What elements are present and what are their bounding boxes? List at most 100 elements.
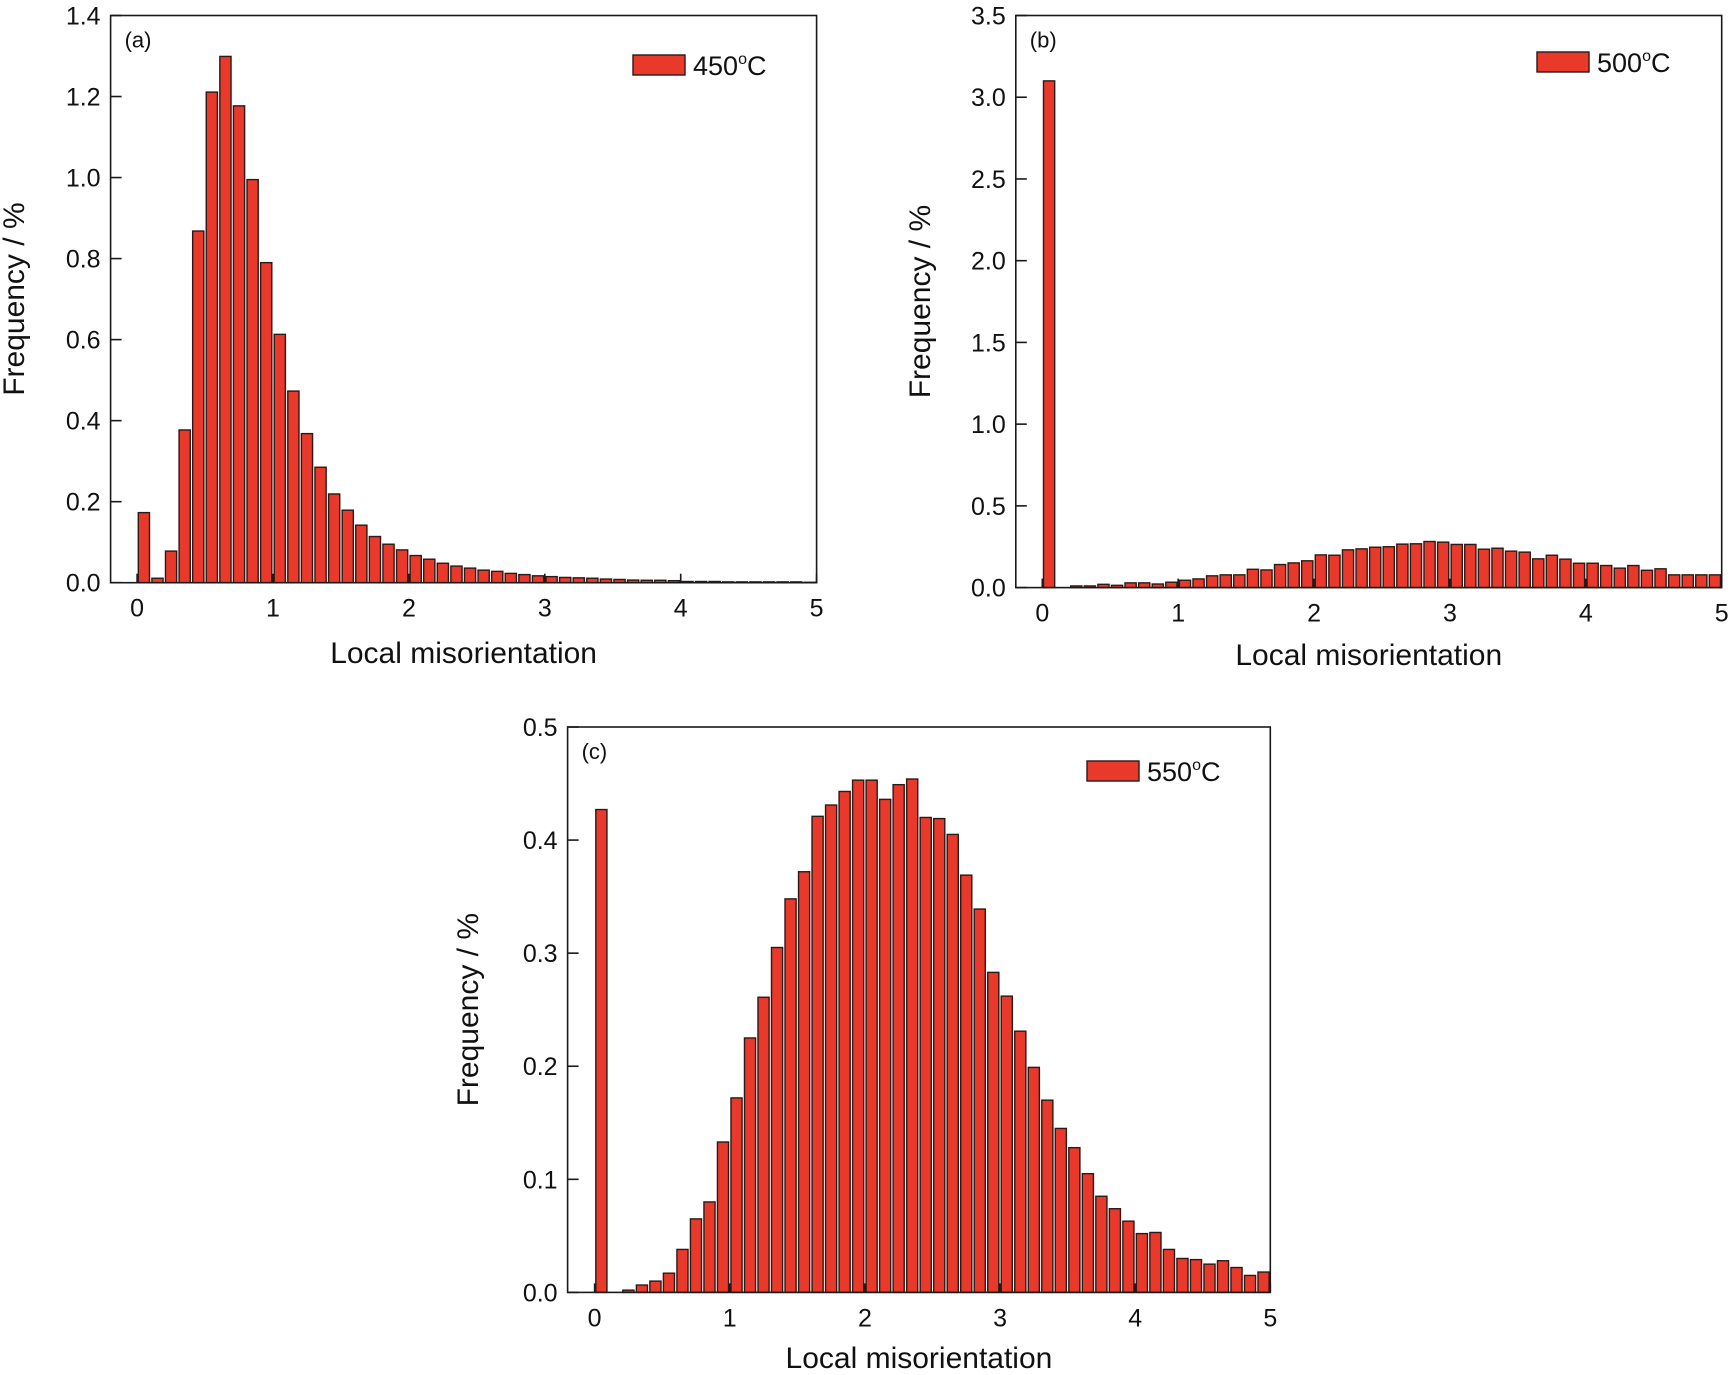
bar xyxy=(1216,1260,1230,1294)
legend-unit: C xyxy=(1651,48,1671,78)
bar xyxy=(946,833,959,1294)
bar xyxy=(1135,1232,1149,1294)
panel-label: (b) xyxy=(1030,28,1057,53)
bar xyxy=(689,1218,703,1294)
bar xyxy=(1162,1248,1176,1294)
bar xyxy=(1095,1195,1108,1294)
legend-unit: C xyxy=(747,51,767,81)
bar xyxy=(422,558,436,584)
bar xyxy=(1176,1257,1189,1294)
y-tick-label: 0.2 xyxy=(523,1053,558,1081)
bar xyxy=(450,565,463,584)
bar xyxy=(259,261,273,584)
bar xyxy=(730,1097,743,1294)
legend-label: 450oC xyxy=(693,51,766,81)
bar xyxy=(219,55,232,584)
bar xyxy=(919,816,932,1294)
chart-c: 0.0 0.1 0.2 0.3 0.4 0.5 0 1 2 3 4 5 Local misorienta… xyxy=(452,714,1277,1375)
bar xyxy=(892,783,905,1294)
bar xyxy=(1695,574,1708,589)
y-tick-label: 1.5 xyxy=(971,329,1006,357)
y-tick-label: 0.4 xyxy=(523,827,558,855)
bar xyxy=(595,808,608,1294)
bar xyxy=(1667,574,1681,589)
bar xyxy=(1436,541,1450,589)
bar xyxy=(1396,543,1409,589)
y-tick-label: 1.2 xyxy=(66,84,101,112)
y-tick-label: 0.0 xyxy=(523,1279,558,1307)
legend: 550oC xyxy=(1086,757,1221,787)
bar xyxy=(824,804,838,1294)
bar xyxy=(477,569,490,584)
bar xyxy=(137,511,151,584)
bar xyxy=(1368,546,1382,589)
bar xyxy=(178,429,191,584)
bar xyxy=(1042,80,1056,589)
legend-temp: 550 xyxy=(1147,757,1192,787)
bar xyxy=(716,1141,730,1294)
y-tick-label: 0.5 xyxy=(971,493,1006,521)
bar xyxy=(1314,554,1328,589)
bar xyxy=(1068,1146,1081,1294)
bar xyxy=(851,779,865,1294)
legend-degree: o xyxy=(1192,757,1201,774)
bar xyxy=(1708,574,1722,589)
bar xyxy=(300,432,314,584)
y-tick-label: 2.5 xyxy=(971,166,1006,194)
x-tick-label: 1 xyxy=(1171,600,1185,628)
legend-degree: o xyxy=(738,51,747,68)
bar xyxy=(1681,574,1695,589)
legend-unit: C xyxy=(1201,757,1221,787)
bar xyxy=(1257,1271,1270,1294)
x-tick-label: 4 xyxy=(1128,1304,1142,1332)
x-tick-label: 4 xyxy=(1579,600,1593,628)
bar xyxy=(1464,543,1477,589)
x-tick-label: 4 xyxy=(674,595,688,623)
y-tick-label: 1.0 xyxy=(66,165,101,193)
y-tick-label: 2.0 xyxy=(971,248,1006,276)
x-tick-label: 1 xyxy=(266,595,280,623)
y-tick-label: 0.4 xyxy=(66,408,101,436)
y-tick-label: 1.0 xyxy=(971,411,1006,439)
x-tick-label: 5 xyxy=(1715,600,1729,628)
bar xyxy=(662,1272,676,1294)
bar xyxy=(1108,1208,1122,1294)
bar xyxy=(287,390,300,584)
bar xyxy=(1273,563,1287,589)
x-tick-label: 2 xyxy=(858,1304,872,1332)
y-axis-label: Frequency / % xyxy=(904,205,937,398)
bar xyxy=(865,779,878,1294)
legend: 500oC xyxy=(1536,48,1671,78)
bar xyxy=(1450,543,1464,589)
bar xyxy=(1491,547,1504,589)
bar xyxy=(1409,543,1423,589)
bar xyxy=(164,550,178,584)
x-tick-label: 3 xyxy=(993,1304,1007,1332)
bar xyxy=(1000,995,1014,1294)
x-tick-label: 0 xyxy=(130,595,144,623)
bar xyxy=(1243,1274,1257,1294)
y-tick-label: 0.0 xyxy=(66,570,101,598)
x-tick-label: 5 xyxy=(810,595,824,623)
bar xyxy=(1382,546,1396,589)
bar xyxy=(757,996,770,1294)
bar xyxy=(676,1248,689,1294)
y-tick-label: 0.0 xyxy=(971,575,1006,603)
bar xyxy=(1041,1099,1054,1294)
chart-a: 0.0 0.2 0.4 0.6 0.8 1.0 1.2 1.4 0 1 2 3 4 5 Local miso… xyxy=(0,3,824,671)
bar xyxy=(327,493,341,584)
bar xyxy=(1149,1231,1162,1294)
bar xyxy=(1205,575,1219,589)
bar xyxy=(531,575,545,584)
legend-swatch xyxy=(632,54,686,76)
bar xyxy=(973,908,987,1294)
bar xyxy=(635,1284,649,1294)
y-tick-label: 1.4 xyxy=(66,3,101,31)
x-tick-label: 0 xyxy=(588,1304,602,1332)
x-tick-label: 1 xyxy=(723,1304,737,1332)
bar xyxy=(395,549,409,584)
bar xyxy=(1081,1172,1095,1294)
bar xyxy=(1599,564,1613,589)
bar xyxy=(1640,569,1654,589)
bar xyxy=(770,946,784,1294)
